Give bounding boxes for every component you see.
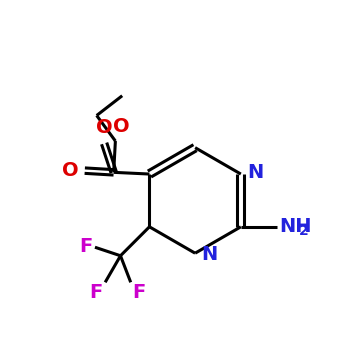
Text: F: F bbox=[79, 237, 92, 256]
Text: N: N bbox=[248, 163, 264, 182]
Text: F: F bbox=[89, 283, 102, 302]
Text: F: F bbox=[133, 283, 146, 302]
Text: N: N bbox=[201, 246, 218, 264]
Text: O: O bbox=[62, 161, 79, 180]
Text: 2: 2 bbox=[299, 224, 309, 238]
Text: O: O bbox=[96, 118, 112, 137]
Text: O: O bbox=[112, 117, 129, 136]
Text: NH: NH bbox=[279, 217, 312, 236]
